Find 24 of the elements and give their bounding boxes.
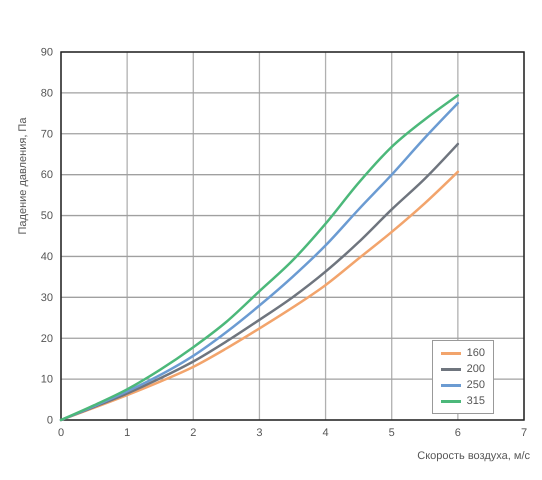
x-axis-title: Скорость воздуха, м/с <box>417 450 530 462</box>
y-tick-label: 40 <box>40 250 53 263</box>
x-tick-label: 6 <box>454 426 461 439</box>
x-tick-label: 4 <box>322 426 329 439</box>
y-tick-label: 80 <box>40 87 53 100</box>
x-tick-label: 2 <box>190 426 196 439</box>
legend-label: 200 <box>466 363 485 375</box>
y-tick-label: 50 <box>40 210 53 222</box>
y-tick-label: 70 <box>40 128 53 140</box>
y-tick-label: 0 <box>46 414 53 427</box>
x-tick-label: 7 <box>520 426 528 439</box>
x-tick-label: 5 <box>388 426 395 439</box>
y-tick-label: 20 <box>40 332 53 345</box>
y-tick-label: 90 <box>40 46 53 59</box>
x-tick-label: 3 <box>256 426 262 439</box>
y-tick-label: 60 <box>40 169 53 182</box>
y-tick-label: 10 <box>40 374 53 386</box>
legend-label: 250 <box>466 379 485 391</box>
y-axis-title: Падение давления, Па <box>17 116 29 234</box>
y-tick-label: 30 <box>40 292 53 304</box>
legend-label: 315 <box>466 395 485 407</box>
x-tick-label: 1 <box>124 426 130 439</box>
legend-label: 160 <box>466 347 485 359</box>
x-tick-label: 0 <box>58 426 64 439</box>
